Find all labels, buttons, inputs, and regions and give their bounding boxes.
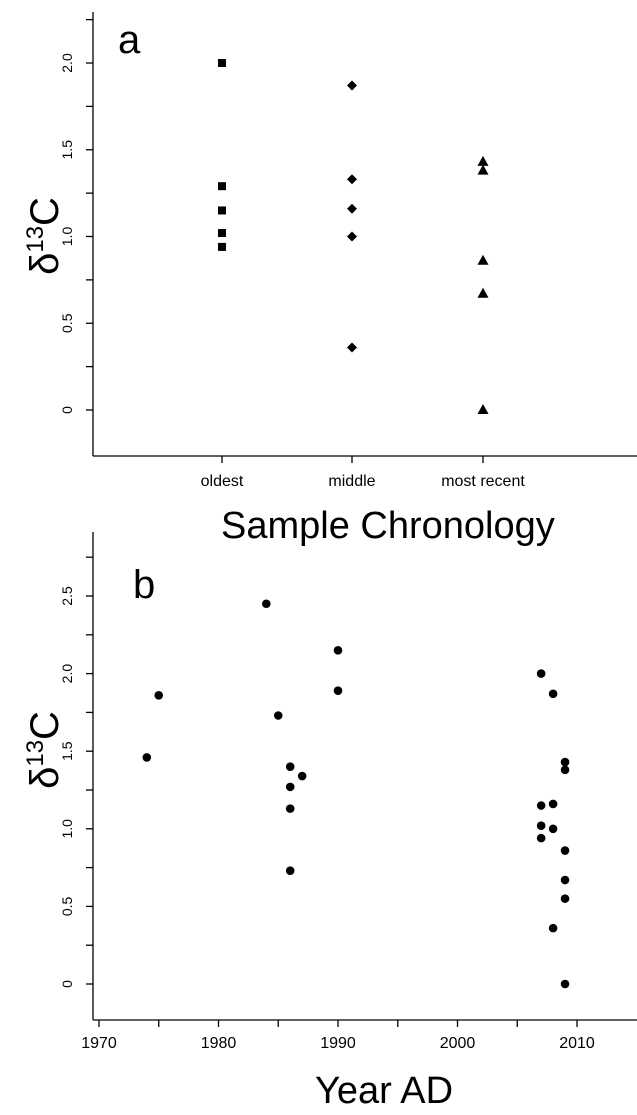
panel-b-point: [285, 804, 295, 813]
panel-b-ylabel-element: C: [23, 711, 67, 740]
panel-b-point: [536, 833, 546, 843]
panel-b-letter: b: [133, 563, 155, 607]
panel-a-y-tick-label: 0.5: [59, 313, 75, 333]
panel-a-y-tick-label: 0: [59, 406, 75, 414]
panel-b-y-tick-label: 2.5: [59, 586, 75, 606]
panel-b-ylabel-superscript: 13: [22, 740, 49, 767]
panel-b-x-ticks: 1970 1980 1990 2000 2010: [81, 1020, 595, 1052]
panel-a: 00.51.01.52.0 oldest middle most recent a …: [22, 12, 637, 547]
panel-a-point-triangle: [477, 164, 489, 175]
panel-a-y-axis-label: δ13C: [22, 197, 67, 275]
panel-b-ylabel-delta: δ: [23, 767, 67, 789]
panel-b-point: [560, 757, 570, 767]
panel-b: 00.51.01.52.02.5 1970 1980 1990 2000 2010 b …: [22, 532, 637, 1112]
panel-a-y-tick-label: 1.5: [59, 140, 75, 160]
panel-b-y-tick-label: 1.0: [59, 819, 75, 839]
panel-a-point-diamond: [347, 174, 357, 185]
panel-b-point: [142, 753, 152, 762]
panel-a-letter: a: [118, 18, 141, 62]
panel-a-point-square: [218, 182, 226, 191]
panel-b-point: [273, 711, 283, 720]
panel-a-point-triangle: [477, 254, 489, 265]
panel-a-x-tick-label: middle: [328, 473, 375, 490]
panel-b-y-tick-label: 2.0: [59, 664, 75, 684]
panel-a-point-triangle: [477, 404, 489, 414]
panel-b-point: [548, 689, 558, 699]
panel-a-point-square: [218, 229, 226, 238]
panel-b-y-tick-label: 1.5: [59, 741, 75, 761]
panel-b-point: [333, 686, 343, 695]
panel-a-point-diamond: [347, 342, 357, 353]
panel-b-points: [142, 599, 570, 989]
panel-b-point: [560, 765, 570, 775]
panel-b-point: [262, 599, 271, 609]
panel-b-point: [548, 824, 558, 834]
panel-b-point: [536, 821, 546, 830]
panel-b-point: [285, 782, 295, 792]
panel-b-point: [548, 923, 558, 933]
panel-a-point-square: [218, 242, 226, 251]
panel-b-x-axis-label: Year AD: [315, 1070, 453, 1112]
panel-b-x-tick-label: 1970: [81, 1035, 117, 1052]
panel-a-point-square: [218, 59, 226, 67]
panel-a-x-tick-label: most recent: [441, 473, 525, 490]
panel-b-x-tick-label: 2000: [440, 1035, 476, 1052]
panel-b-point: [333, 646, 343, 655]
panel-a-ylabel-delta: δ: [23, 253, 67, 275]
panel-b-point: [560, 979, 570, 989]
panel-b-point: [560, 894, 570, 903]
panel-a-y-ticks: 0 0.5 1.0 1.5 2.0: [59, 18, 93, 414]
panel-a-ylabel-superscript: 13: [22, 226, 49, 253]
panel-b-point: [560, 875, 570, 885]
panel-b-y-tick-label: 0: [59, 980, 75, 988]
panel-a-point-diamond: [347, 80, 357, 91]
panel-b-point: [297, 771, 307, 781]
panel-b-point: [536, 801, 546, 810]
panel-a-point-square: [218, 206, 226, 215]
panel-b-point: [285, 762, 295, 772]
panel-b-x-tick-label: 2010: [559, 1035, 595, 1052]
panel-b-x-tick-label: 1990: [320, 1035, 356, 1052]
panel-b-point: [154, 691, 164, 700]
panel-b-y-tick-label: 0.5: [59, 896, 75, 916]
panel-a-x-ticks: oldest middle most recent: [201, 456, 525, 490]
panel-a-ylabel-element: C: [23, 197, 67, 226]
panel-b-y-axis-label: δ13C: [22, 711, 67, 789]
panel-a-x-axis-label: Sample Chronology: [221, 505, 555, 547]
panel-a-point-diamond: [347, 203, 357, 214]
panel-a-points: [218, 59, 489, 414]
panel-a-point-diamond: [347, 231, 357, 242]
panel-b-point: [548, 799, 558, 809]
panel-b-point: [536, 669, 546, 678]
panel-a-y-tick-label: 2.0: [59, 53, 75, 73]
panel-a-x-tick-label: oldest: [201, 473, 244, 490]
panel-a-point-triangle: [477, 155, 489, 166]
panel-b-point: [285, 866, 295, 876]
panel-b-point: [560, 846, 570, 855]
panel-a-y-tick-label: 1.0: [59, 227, 75, 247]
panel-a-point-triangle: [477, 287, 489, 298]
panel-b-x-tick-label: 1980: [201, 1035, 237, 1052]
panel-b-y-ticks: 0 0.5 1.0 1.5 2.0 2.5: [59, 556, 93, 988]
